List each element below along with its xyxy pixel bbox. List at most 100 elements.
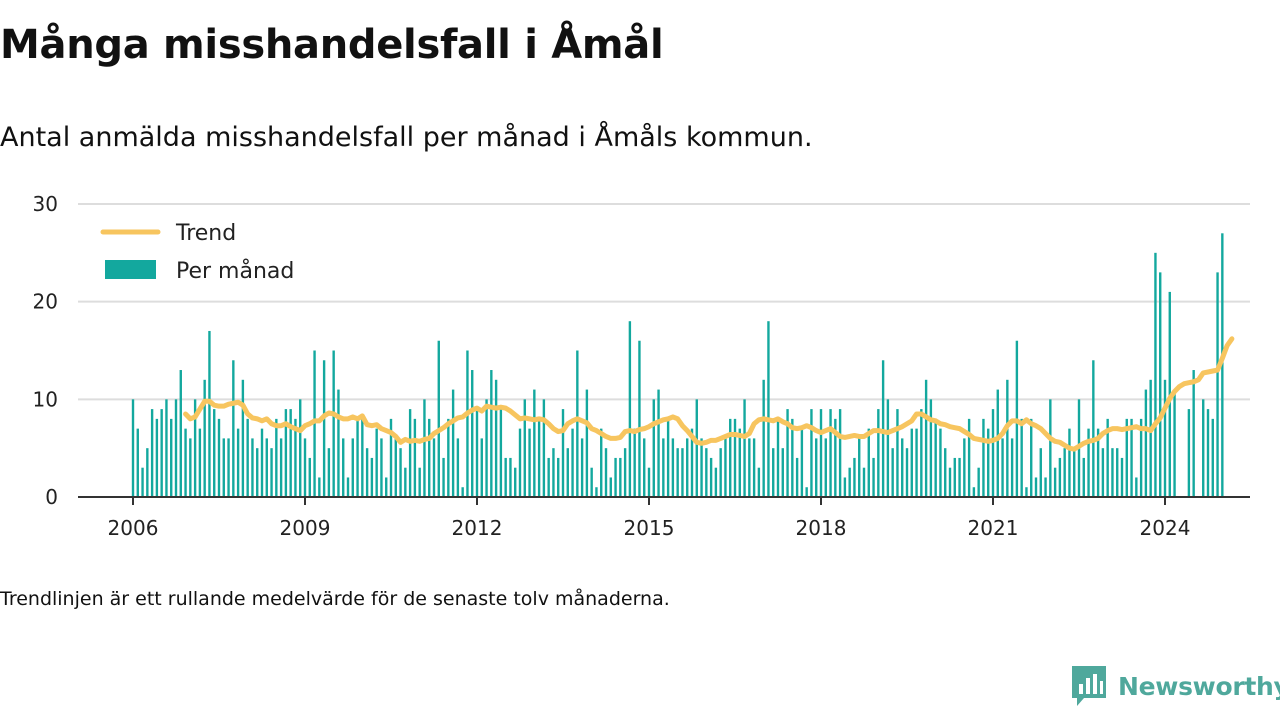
bar	[442, 457, 445, 497]
x-tick-label: 2009	[280, 516, 331, 540]
bar	[346, 477, 350, 497]
bar	[1073, 448, 1076, 497]
bar	[1149, 379, 1152, 497]
bar	[370, 457, 374, 497]
bar	[547, 457, 550, 497]
bar	[905, 448, 909, 497]
bar	[729, 418, 732, 497]
bar	[724, 438, 727, 497]
bar	[451, 389, 455, 497]
y-tick-label: 20	[33, 290, 58, 314]
bar	[141, 467, 144, 497]
bar	[222, 438, 225, 497]
legend-bar-swatch	[105, 260, 156, 279]
bar	[829, 409, 832, 497]
bar	[996, 389, 999, 497]
bar	[891, 448, 894, 497]
bar	[901, 438, 904, 497]
chart-title: Många misshandelsfall i Åmål	[0, 22, 664, 68]
bar	[1082, 457, 1085, 497]
bar	[203, 379, 206, 497]
bar	[781, 448, 784, 497]
bar	[408, 409, 412, 497]
x-tick-label: 2024	[1140, 516, 1191, 540]
bar	[695, 399, 698, 497]
bar	[920, 409, 923, 497]
bar	[136, 428, 139, 497]
bar	[1020, 418, 1023, 497]
bar	[1120, 457, 1124, 497]
bar	[146, 448, 149, 497]
bar	[791, 418, 794, 497]
x-tick-label: 2018	[796, 516, 847, 540]
bar	[1187, 409, 1191, 497]
bar	[1058, 457, 1062, 497]
bar	[1111, 448, 1114, 497]
bar	[413, 418, 417, 497]
bar	[428, 418, 431, 497]
bar	[504, 457, 507, 497]
bar	[299, 399, 302, 497]
bar	[322, 360, 326, 497]
bar	[380, 438, 383, 497]
bar	[633, 428, 636, 497]
bar	[843, 477, 847, 497]
bar	[432, 438, 436, 497]
bar	[294, 418, 297, 497]
bar	[1068, 428, 1071, 497]
bar	[752, 438, 756, 497]
bar	[404, 467, 407, 497]
bar	[437, 340, 440, 497]
bar	[284, 409, 288, 497]
x-axis: 2006 2009 2012 2015 2018 2021 2024	[78, 496, 1250, 540]
bar	[714, 467, 718, 497]
bar	[862, 467, 866, 497]
bar	[394, 438, 397, 497]
bar	[260, 428, 264, 497]
bar	[972, 487, 976, 497]
bar	[217, 418, 221, 497]
bar	[566, 448, 569, 497]
bar	[666, 418, 670, 497]
footnote: Trendlinjen är ett rullande medelvärde f…	[0, 588, 670, 610]
bar	[485, 399, 488, 497]
bar	[580, 438, 584, 497]
legend-bar-label: Per månad	[176, 258, 294, 284]
bar	[848, 467, 851, 497]
bar	[1163, 379, 1167, 497]
bar	[1063, 448, 1066, 497]
brand-logo[interactable]: Newsworthy	[1072, 664, 1280, 708]
bar	[227, 438, 230, 497]
bar	[824, 438, 827, 497]
bar	[475, 409, 479, 497]
bar	[762, 379, 765, 497]
bar	[800, 428, 804, 497]
bar	[614, 457, 617, 497]
bar	[365, 448, 369, 497]
bar	[1096, 428, 1100, 497]
bar	[389, 418, 393, 497]
bar	[948, 467, 952, 497]
bar	[600, 428, 603, 497]
bar	[1106, 418, 1109, 497]
bar	[1006, 379, 1009, 497]
bar	[499, 409, 503, 497]
bar	[1049, 399, 1052, 497]
bar	[676, 448, 679, 497]
bar	[518, 428, 522, 497]
bar	[652, 399, 655, 497]
bar	[590, 467, 593, 497]
bar	[671, 438, 675, 497]
bar	[815, 438, 818, 497]
bar	[447, 418, 450, 497]
bar	[767, 321, 770, 497]
bar	[953, 457, 956, 497]
bar	[571, 428, 574, 497]
bar	[987, 428, 990, 497]
bar	[896, 409, 899, 497]
bar	[967, 418, 971, 497]
bar	[165, 399, 168, 497]
bar	[772, 448, 775, 497]
y-tick-label: 10	[33, 387, 58, 411]
bar	[609, 477, 612, 497]
